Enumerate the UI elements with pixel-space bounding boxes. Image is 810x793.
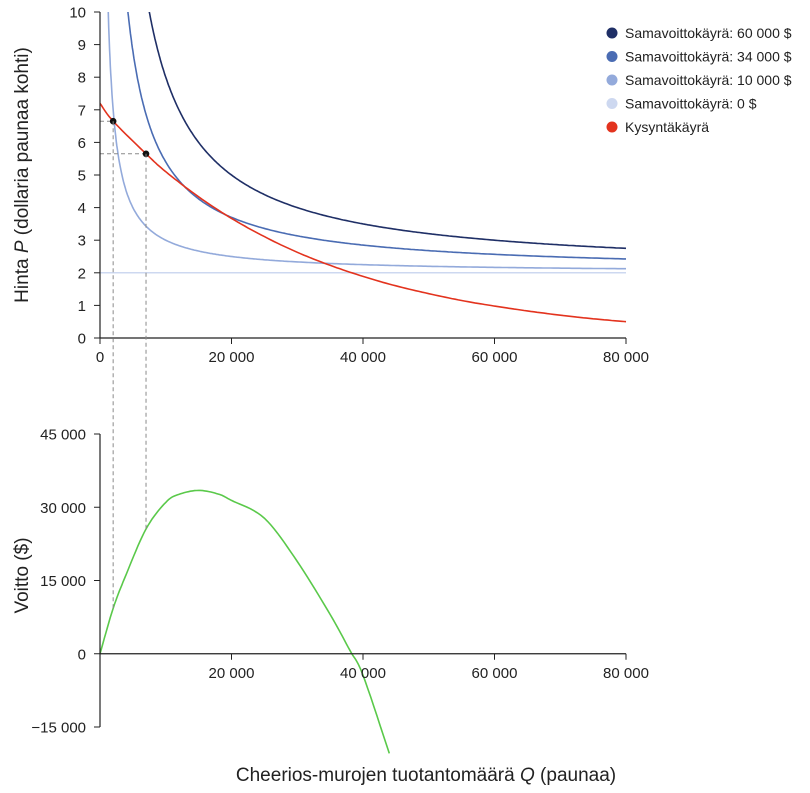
profit-x-tick-label-2: 40 000 [340,665,386,682]
profit-y-tick-label-0: −15 000 [31,720,86,737]
legend-label-1: Samavoittokäyrä: 60 000 $ [625,25,792,41]
price-axis-title-part-1: Hinta [12,253,33,303]
price-x-tick-label-0: 0 [96,349,104,366]
quantity-axis-title-part-3: (paunaa) [535,765,616,786]
profit-x-tick-label-4: 80 000 [603,665,649,682]
price-chart-series [100,12,627,323]
legend-swatch-3 [606,74,618,86]
price-x-tick-label-2: 40 000 [340,349,386,366]
price-y-tick-label-9: 9 [78,37,86,54]
profit-chart-series [99,489,391,754]
profit-x-tick-label-1: 20 000 [209,665,255,682]
legend-swatch-5 [606,121,618,133]
demand-point-1 [109,117,117,125]
profit-chart: −15 000 0 15 000 30 000 45 000 20 000 40 000 60… [12,427,649,787]
price-chart-axes: 0 1 2 3 4 5 6 7 8 9 10 0 20 000 40 000 60 000 80 000 [69,5,649,367]
price-axis-title-part-2: P [12,240,33,253]
price-axis-title-part-3: (dollaria paunaa kohti) [12,47,33,240]
quantity-axis-title: Cheerios-murojen tuotantomäärä Q (paunaa… [236,765,616,786]
legend-swatch-4 [606,98,618,109]
profit-chart-axes: −15 000 0 15 000 30 000 45 000 20 000 40 000 60… [31,427,649,737]
price-y-tick-label-2: 2 [78,265,86,282]
profit-y-tick-label-1: 0 [78,646,86,663]
price-x-tick-label-3: 60 000 [472,349,518,366]
profit-y-tick-label-3: 30 000 [40,500,86,517]
price-y-tick-label-7: 7 [78,102,86,119]
quantity-axis-title-part-1: Cheerios-murojen tuotantomäärä [236,765,520,786]
profit-y-tick-label-2: 15 000 [40,573,86,590]
price-y-tick-label-4: 4 [78,200,86,217]
price-y-tick-label-10: 10 [69,5,86,22]
quantity-axis-title-part-2: Q [520,765,535,786]
price-y-tick-label-5: 5 [78,168,86,185]
price-x-tick-label-4: 80 000 [603,349,649,366]
price-y-tick-label-3: 3 [78,233,86,250]
profit-axis-title: Voitto ($) [12,537,33,613]
legend: Samavoittokäyrä: 60 000 $ Samavoittokäyrä… [606,25,792,135]
price-y-tick-label-0: 0 [78,331,86,348]
isoprofit-curve-1 [148,12,627,250]
legend-label-5: Kysyntäkäyrä [625,119,709,135]
legend-swatch-1 [606,27,618,39]
isoprofit-curve-3 [107,12,626,270]
price-x-tick-label-1: 20 000 [209,349,255,366]
price-y-tick-label-1: 1 [78,298,86,315]
isoprofit-curve-2 [127,12,626,260]
legend-label-3: Samavoittokäyrä: 10 000 $ [625,72,792,88]
cross-chart-guides [112,121,147,609]
price-y-tick-label-8: 8 [78,70,86,87]
legend-label-2: Samavoittokäyrä: 34 000 $ [625,49,792,65]
profit-curve [99,489,391,754]
legend-swatch-2 [606,51,618,62]
price-chart: 0 1 2 3 4 5 6 7 8 9 10 0 20 000 40 000 60 000 80 000 Hi… [12,5,649,367]
price-axis-title: Hinta P (dollaria paunaa kohti) [12,47,33,303]
legend-label-4: Samavoittokäyrä: 0 $ [625,96,757,112]
demand-curve [100,102,627,323]
price-y-tick-label-6: 6 [78,135,86,152]
price-chart-guides [100,120,147,155]
profit-y-tick-label-4: 45 000 [40,427,86,444]
profit-x-tick-label-3: 60 000 [472,665,518,682]
